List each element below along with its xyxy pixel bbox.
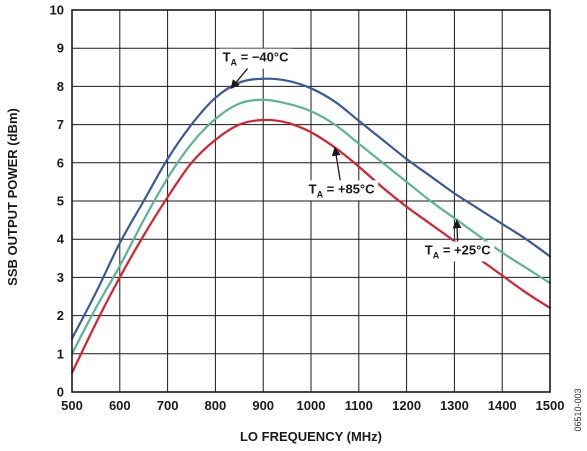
annotation-label-2: TA = +25°C bbox=[421, 219, 495, 262]
y-tick-label: 8 bbox=[57, 79, 64, 94]
annotation-text: TA = −40°C bbox=[223, 50, 290, 68]
annotation-text: TA = +25°C bbox=[425, 242, 492, 260]
annotation-text: TA = +85°C bbox=[309, 181, 376, 199]
annotation-main: T bbox=[425, 242, 433, 257]
y-tick-label: 2 bbox=[57, 308, 64, 323]
y-tick-label: 3 bbox=[57, 270, 64, 285]
x-tick-label: 800 bbox=[205, 398, 227, 413]
figure-id: 06510-003 bbox=[573, 388, 583, 431]
y-tick-label: 4 bbox=[57, 232, 65, 247]
annotation-main: T bbox=[223, 50, 231, 65]
annotation-main: T bbox=[309, 181, 317, 196]
annotation-arrow bbox=[331, 146, 341, 181]
annotation-subscript: A bbox=[433, 250, 440, 260]
y-axis-title: SSB OUTPUT POWER (dBm) bbox=[5, 108, 20, 286]
annotation-subscript: A bbox=[317, 189, 324, 199]
grid-lines bbox=[72, 10, 550, 392]
x-tick-label: 900 bbox=[252, 398, 274, 413]
annotation-background bbox=[305, 180, 379, 201]
x-tick-label: 1300 bbox=[440, 398, 469, 413]
annotations-group: TA = −40°CTA = +85°CTA = +25°C bbox=[219, 48, 495, 262]
annotation-rest: = +25°C bbox=[439, 242, 491, 257]
y-tick-label: 9 bbox=[57, 41, 64, 56]
annotation-rest: = +85°C bbox=[323, 181, 375, 196]
x-tick-label: 600 bbox=[109, 398, 131, 413]
x-tick-label: 1000 bbox=[297, 398, 326, 413]
x-tick-label: 1100 bbox=[345, 398, 373, 413]
y-tick-label: 5 bbox=[57, 194, 64, 209]
series-line-1 bbox=[70, 98, 552, 355]
y-tick-label: 6 bbox=[57, 155, 64, 170]
y-tick-labels: 0 1 2 3 4 5 6 7 8 9 10 bbox=[50, 3, 65, 400]
annotation-background bbox=[219, 48, 293, 69]
x-tick-label: 1500 bbox=[536, 398, 565, 413]
y-tick-label: 10 bbox=[50, 3, 64, 18]
y-tick-label: 0 bbox=[57, 385, 64, 400]
x-tick-label: 500 bbox=[61, 398, 83, 413]
x-tick-labels: 500 600 700 800 900 1000 1100 1200 1300 1400 1500 bbox=[61, 398, 564, 413]
annotation-background bbox=[421, 241, 495, 262]
annotation-arrow bbox=[452, 219, 462, 242]
x-tick-label: 1200 bbox=[392, 398, 421, 413]
annotation-label-0: TA = −40°C bbox=[219, 48, 293, 90]
x-axis-title: LO FREQUENCY (MHz) bbox=[240, 429, 382, 444]
y-tick-label: 7 bbox=[57, 117, 64, 132]
x-tick-label: 700 bbox=[157, 398, 179, 413]
annotation-arrow bbox=[230, 68, 249, 90]
y-tick-label: 1 bbox=[57, 346, 64, 361]
plot-frame bbox=[71, 9, 551, 393]
annotation-rest: = −40°C bbox=[237, 50, 289, 65]
annotation-label-1: TA = +85°C bbox=[305, 146, 379, 201]
x-tick-label: 1400 bbox=[488, 398, 517, 413]
annotation-subscript: A bbox=[231, 58, 238, 68]
series-line-0 bbox=[70, 77, 552, 340]
